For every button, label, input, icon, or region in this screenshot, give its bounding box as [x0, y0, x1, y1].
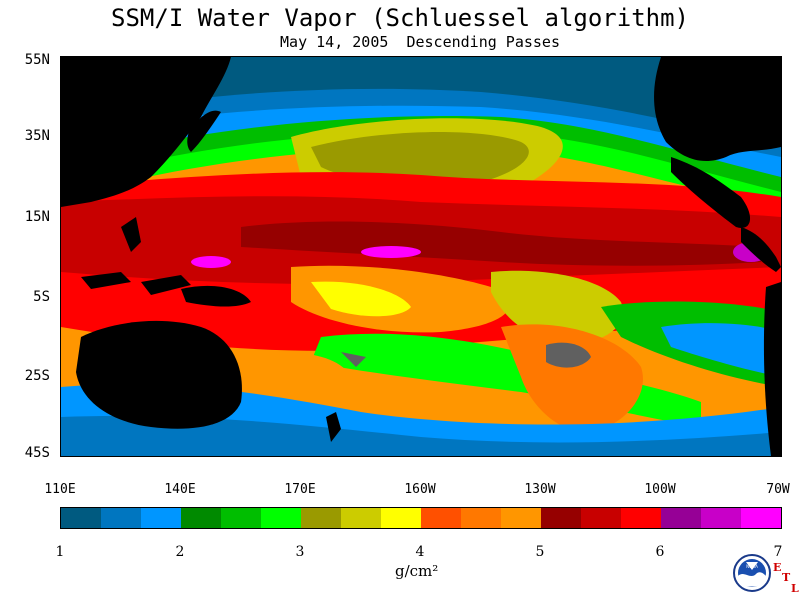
colorbar-label-2: 2 — [175, 544, 185, 560]
etl-letter-t: T — [782, 571, 791, 584]
lon-label-170e: 170E — [284, 482, 316, 497]
colorbar — [60, 507, 782, 529]
land-mask — [61, 57, 781, 456]
colorbar-swatch-15 — [661, 508, 701, 528]
colorbar-swatch-3 — [181, 508, 221, 528]
water-vapor-map — [60, 56, 782, 457]
lat-label-25s: 25S — [24, 368, 50, 384]
etl-letter-l: L — [791, 582, 799, 595]
water-vapor-field — [61, 57, 781, 456]
lat-label-5s: 5S — [33, 289, 50, 305]
lon-label-110e: 110E — [44, 482, 76, 497]
colorbar-swatch-8 — [381, 508, 421, 528]
lat-label-15n: 15N — [24, 209, 50, 225]
colorbar-swatch-1 — [101, 508, 141, 528]
colorbar-label-3: 3 — [295, 544, 305, 560]
colorbar-swatch-6 — [301, 508, 341, 528]
colorbar-swatch-10 — [461, 508, 501, 528]
lon-label-160w: 160W — [404, 482, 436, 497]
colorbar-label-5: 5 — [535, 544, 545, 560]
page-subtitle: May 14, 2005 Descending Passes — [280, 33, 560, 51]
noaa-logo: NOAA — [732, 550, 772, 600]
colorbar-swatch-7 — [341, 508, 381, 528]
lon-label-140e: 140E — [164, 482, 196, 497]
colorbar-label-4: 4 — [415, 544, 425, 560]
lon-label-70w: 70W — [766, 482, 790, 497]
colorbar-swatch-0 — [61, 508, 101, 528]
colorbar-swatch-16 — [701, 508, 741, 528]
colorbar-swatch-17 — [741, 508, 781, 528]
colorbar-swatch-9 — [421, 508, 461, 528]
page-title: SSM/I Water Vapor (Schluessel algorithm) — [111, 4, 689, 32]
colorbar-swatch-13 — [581, 508, 621, 528]
colorbar-swatch-5 — [261, 508, 301, 528]
colorbar-swatch-14 — [621, 508, 661, 528]
colorbar-label-1: 1 — [55, 544, 65, 560]
lat-label-45s: 45S — [24, 445, 50, 461]
colorbar-swatch-12 — [541, 508, 581, 528]
lat-label-35n: 35N — [24, 128, 50, 144]
colorbar-unit: g/cm² — [395, 562, 439, 580]
noaa-logo-text: NOAA — [746, 564, 758, 569]
lat-label-55n: 55N — [24, 52, 50, 68]
etl-letter-e: E — [773, 561, 782, 574]
colorbar-swatch-11 — [501, 508, 541, 528]
lon-label-100w: 100W — [644, 482, 676, 497]
lon-label-130w: 130W — [524, 482, 556, 497]
colorbar-label-7: 7 — [773, 544, 783, 560]
noaa-logo-icon: NOAA — [733, 554, 771, 592]
colorbar-label-6: 6 — [655, 544, 665, 560]
colorbar-swatch-2 — [141, 508, 181, 528]
colorbar-swatch-4 — [221, 508, 261, 528]
